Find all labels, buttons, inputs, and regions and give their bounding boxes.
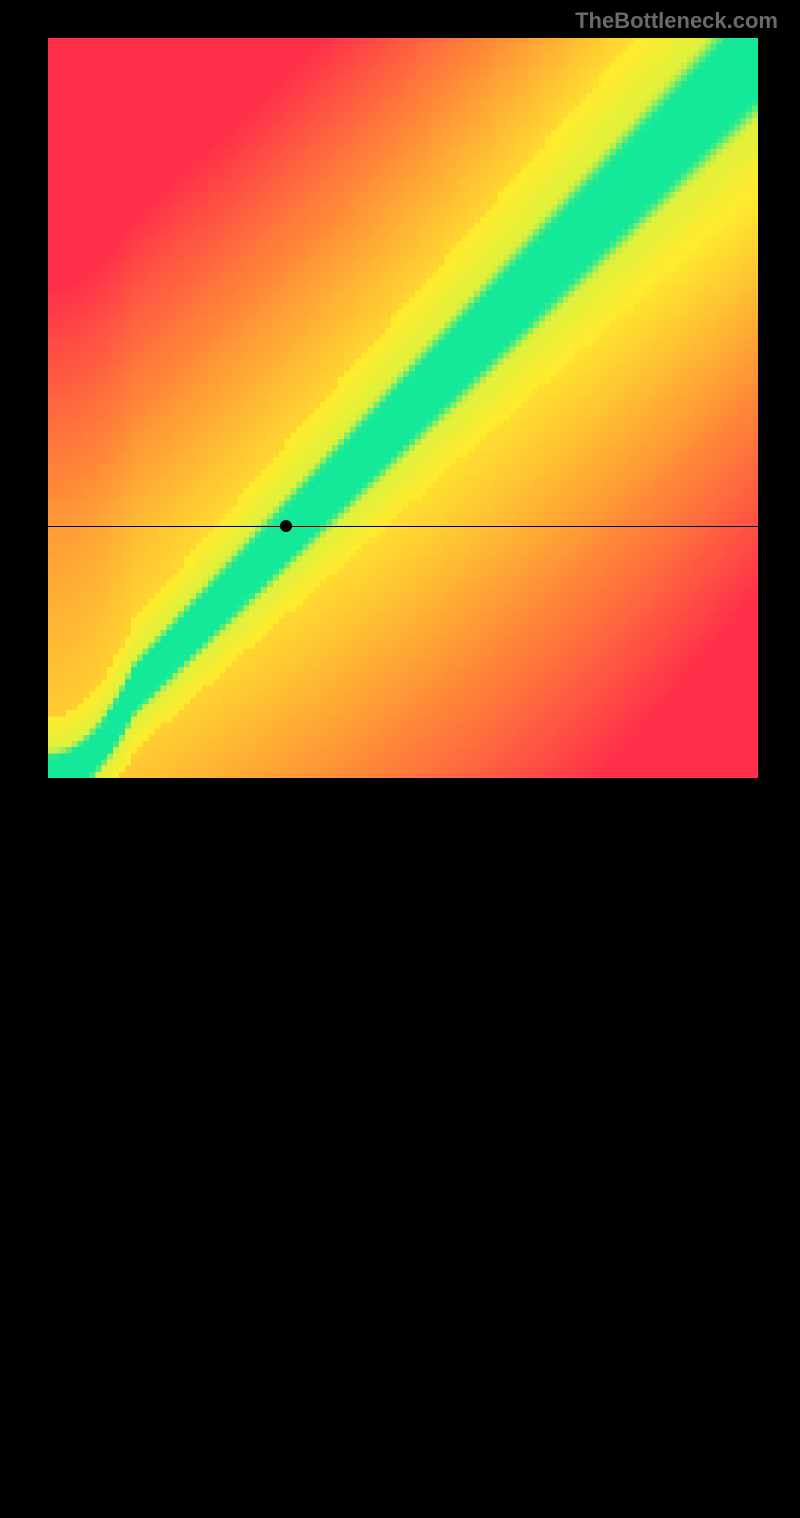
data-point-marker [280,520,292,532]
crosshair-horizontal [48,526,758,527]
heatmap-canvas [48,38,758,778]
heatmap-chart [48,38,758,778]
watermark-text: TheBottleneck.com [575,8,778,34]
crosshair-vertical [286,778,287,1518]
